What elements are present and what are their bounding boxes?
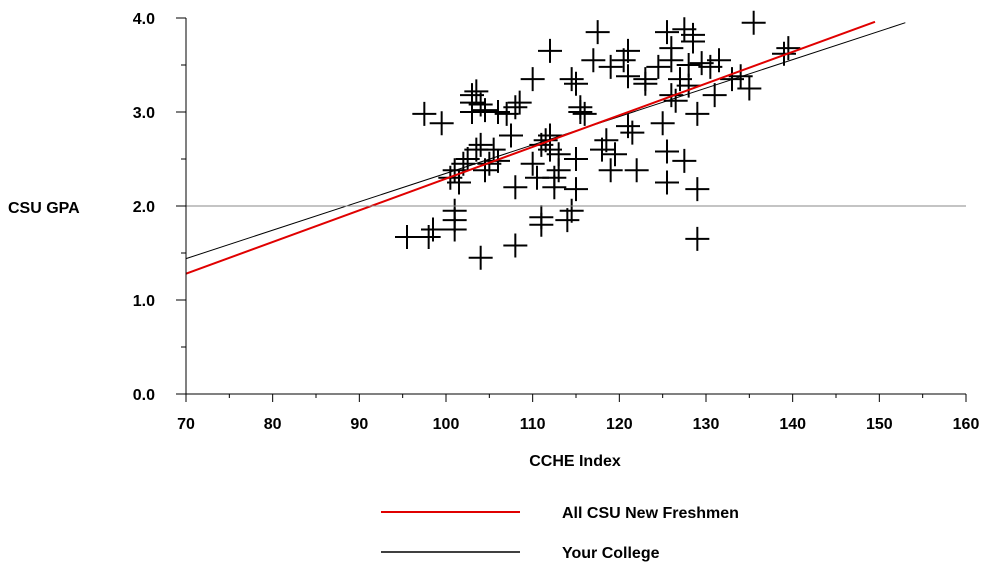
scatter-point (507, 90, 532, 115)
scatter-point (707, 48, 731, 73)
scatter-point (585, 20, 610, 45)
scatter-point (598, 158, 623, 183)
scatter-point (442, 198, 467, 223)
scatter-point (520, 151, 545, 176)
scatter-point (568, 95, 593, 120)
scatter-point (702, 83, 727, 108)
scatter-point (646, 54, 671, 79)
y-tick-label: 1.0 (133, 293, 155, 310)
scatter-point (581, 48, 606, 73)
scatter-point (633, 67, 658, 92)
regression-line-your-college (185, 22, 906, 260)
scatter-point (538, 38, 562, 63)
legend: All CSU New Freshmen Your College (381, 505, 739, 562)
x-tick-label: 120 (606, 416, 633, 433)
scatter-point (503, 95, 528, 120)
scatter-point (559, 198, 584, 223)
scatter-point (603, 142, 627, 167)
scatter-point (594, 128, 619, 153)
scatter-point (659, 83, 684, 108)
x-tick-label: 110 (520, 416, 546, 433)
y-tick-label: 4.0 (133, 11, 155, 28)
scatter-point (737, 76, 762, 101)
x-tick-label: 140 (779, 416, 806, 433)
scatter-point (503, 233, 528, 258)
scatter-point (564, 71, 588, 96)
x-tick-label: 100 (433, 416, 460, 433)
scatter-point (616, 38, 640, 63)
scatter-point (685, 101, 710, 126)
scatter-point (542, 175, 567, 200)
scatter-point (624, 158, 649, 183)
x-tick-label: 70 (177, 416, 195, 433)
y-tick-label: 3.0 (133, 105, 155, 122)
plot-area (185, 10, 906, 275)
scatter-point (499, 123, 523, 148)
scatter-point (468, 132, 493, 157)
scatter-point (520, 67, 545, 92)
x-axis-title: CCHE Index (529, 453, 621, 470)
scatter-point (473, 158, 497, 183)
x-tick-label: 150 (866, 416, 893, 433)
scatter-point (616, 64, 640, 89)
scatter-point (486, 148, 510, 173)
scatter-point (412, 101, 437, 126)
scatter-point (464, 79, 489, 104)
scatter-point (611, 48, 636, 73)
scatter-point (676, 53, 701, 77)
x-tick-label: 160 (953, 416, 980, 433)
regression-line-all-csu-new-freshmen (185, 20, 876, 275)
y-tick-label: 0.0 (133, 387, 155, 404)
scatter-point (655, 139, 679, 164)
scatter-point (655, 170, 679, 195)
scatter-point (529, 205, 554, 230)
y-tick-label: 2.0 (133, 199, 155, 216)
scatter-point (685, 226, 710, 251)
scatter-point (564, 147, 588, 171)
scatter-point (421, 217, 445, 242)
legend-label-all-csu-new-freshmen: All CSU New Freshmen (562, 505, 739, 522)
scatter-point (598, 54, 623, 79)
scatter-point (672, 148, 697, 173)
scatter-point (772, 41, 796, 66)
scatter-point (685, 177, 710, 202)
scatter-point (473, 98, 497, 123)
x-tick-label: 130 (693, 416, 720, 433)
scatter-point (468, 92, 493, 117)
scatter-point (468, 245, 493, 270)
scatter-point (564, 177, 588, 202)
scatter-point (559, 67, 584, 92)
scatter-point (776, 36, 801, 61)
scatter-point (555, 208, 580, 233)
scatter-point (655, 20, 679, 45)
scatter-point (616, 114, 640, 139)
scatter-point (659, 48, 684, 73)
x-tick-label: 90 (350, 416, 368, 433)
scatter-point (572, 101, 597, 126)
axes: 0.0 1.0 2.0 3.0 4.0 70 80 90 100 110 120 130 140 150 1… (133, 11, 980, 433)
scatter-point (503, 175, 528, 200)
scatter-point (429, 111, 454, 136)
scatter-point (650, 111, 675, 136)
scatter-point (546, 158, 571, 183)
scatter-point (395, 225, 419, 250)
scatter-point (681, 29, 705, 54)
legend-label-your-college: Your College (562, 545, 660, 562)
scatter-point (590, 137, 614, 162)
x-tick-label: 80 (264, 416, 282, 433)
scatter-point (741, 10, 766, 35)
scatter-point (620, 120, 645, 145)
y-axis-title: CSU GPA (8, 200, 80, 217)
